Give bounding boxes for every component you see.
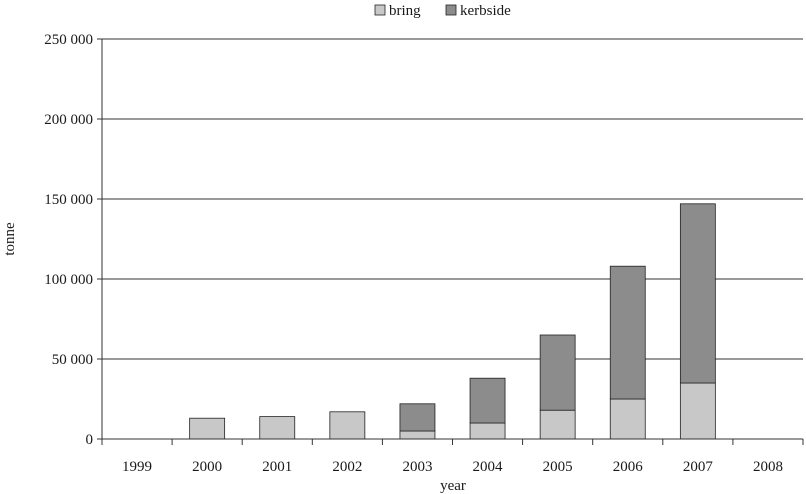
y-tick-label: 250 000 bbox=[44, 32, 93, 48]
x-tick-label: 2006 bbox=[613, 459, 644, 475]
x-tick-label: 2005 bbox=[543, 459, 573, 475]
x-tick-label: 1999 bbox=[122, 459, 152, 475]
bar-bring-2000 bbox=[189, 417, 226, 440]
legend-label-bring: bring bbox=[389, 3, 421, 19]
bar-kerbside-2004 bbox=[469, 377, 506, 424]
y-tick-label: 150 000 bbox=[44, 192, 93, 208]
legend-swatch-kerbside bbox=[445, 4, 457, 16]
bars bbox=[189, 203, 716, 440]
axes bbox=[97, 38, 804, 445]
legend: bring kerbside bbox=[374, 3, 511, 19]
legend-label-kerbside: kerbside bbox=[460, 3, 511, 19]
bar-kerbside-2003 bbox=[399, 403, 436, 432]
x-tick-label: 2002 bbox=[332, 459, 362, 475]
x-tick-label: 2003 bbox=[402, 459, 432, 475]
bar-kerbside-2005 bbox=[539, 334, 576, 411]
bar-bring-2006 bbox=[609, 398, 646, 440]
bar-bring-2003 bbox=[399, 430, 436, 440]
x-tick-label: 2004 bbox=[473, 459, 504, 475]
x-axis-label: year bbox=[440, 478, 466, 494]
y-tick-label: 200 000 bbox=[44, 112, 93, 128]
bar-bring-2001 bbox=[259, 416, 296, 440]
x-tick-label: 2008 bbox=[753, 459, 783, 475]
y-tick-label: 50 000 bbox=[52, 352, 93, 368]
y-axis-label: tonne bbox=[2, 222, 18, 256]
bar-bring-2007 bbox=[679, 382, 716, 440]
x-tick-labels: 1999 2000 2001 2002 2003 2004 2005 2006 2007 2008 bbox=[122, 459, 783, 475]
bar-kerbside-2006 bbox=[609, 265, 646, 400]
x-tick-label: 2000 bbox=[192, 459, 222, 475]
y-tick-labels: 0 50 000 100 000 150 000 200 000 250 000 bbox=[44, 32, 93, 448]
bar-bring-2005 bbox=[539, 409, 576, 440]
y-tick-label: 0 bbox=[86, 432, 94, 448]
bar-bring-2004 bbox=[469, 422, 506, 440]
legend-swatch-bring bbox=[374, 4, 386, 16]
x-tick-label: 2001 bbox=[262, 459, 292, 475]
x-tick-label: 2007 bbox=[683, 459, 714, 475]
bar-kerbside-2007 bbox=[679, 203, 716, 384]
y-tick-label: 100 000 bbox=[44, 272, 93, 288]
bar-bring-2002 bbox=[329, 411, 366, 440]
